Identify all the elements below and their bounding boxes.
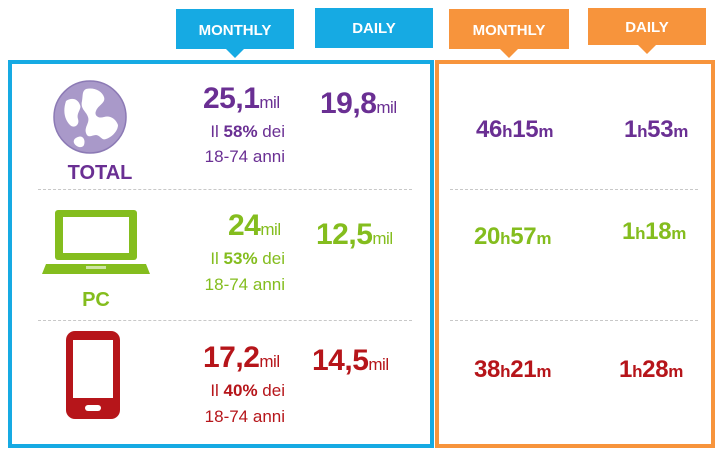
mobile-share-line: Il 40% dei xyxy=(195,380,285,402)
time-monthly-header-pointer xyxy=(500,49,518,58)
time-spent-panel xyxy=(435,60,715,448)
laptop-icon xyxy=(42,210,150,274)
total-time-monthly-minutes: 15 xyxy=(512,116,539,143)
hours-unit: h xyxy=(632,362,643,381)
reach-monthly-header-label: MONTHLY xyxy=(198,22,272,39)
total-monthly-reach-unit: mil xyxy=(259,93,280,112)
mobile-monthly-reach-value: 17,2 xyxy=(203,341,260,374)
time-row-divider-1 xyxy=(450,189,698,190)
pc-daily-reach: 12,5mil xyxy=(316,218,393,252)
pc-share-pct: 53% xyxy=(223,249,258,268)
time-daily-header: DAILY xyxy=(588,8,706,54)
pc-time-daily-minutes: 18 xyxy=(645,218,672,245)
minutes-unit: m xyxy=(536,229,552,248)
total-time-daily: 1h53m xyxy=(624,116,688,144)
total-share-prefix: Il xyxy=(210,122,224,141)
pc-time-monthly: 20h57m xyxy=(474,223,551,251)
mobile-daily-reach-value: 14,5 xyxy=(312,344,369,377)
reach-daily-header-label: DAILY xyxy=(352,20,396,37)
minutes-unit: m xyxy=(671,224,687,243)
time-daily-header-pointer xyxy=(638,45,656,54)
pc-share-range: 18-74 anni xyxy=(204,275,285,294)
pc-time-monthly-hours: 20 xyxy=(474,223,501,250)
mobile-time-monthly: 38h21m xyxy=(474,356,551,384)
mobile-daily-reach-unit: mil xyxy=(368,355,389,374)
pc-monthly-reach-value: 24 xyxy=(228,209,261,242)
mobile-share-prefix: Il xyxy=(210,381,224,400)
total-share-pct: 58% xyxy=(223,122,258,141)
reach-monthly-header: MONTHLY xyxy=(176,9,294,58)
total-share-line: Il 58% dei xyxy=(195,121,285,143)
pc-time-daily: 1h18m xyxy=(622,218,686,246)
mobile-time-monthly-hours: 38 xyxy=(474,356,501,383)
total-time-monthly: 46h15m xyxy=(476,116,553,144)
mobile-daily-reach: 14,5mil xyxy=(312,344,389,378)
pc-label: PC xyxy=(82,289,110,311)
reach-daily-header: DAILY xyxy=(315,8,433,48)
pc-share-prefix: Il xyxy=(210,249,224,268)
minutes-unit: m xyxy=(673,122,689,141)
pc-share-suffix: dei xyxy=(257,249,285,268)
total-time-daily-minutes: 53 xyxy=(647,116,674,143)
pc-monthly-reach: 24mil xyxy=(228,209,281,243)
mobile-time-daily: 1h28m xyxy=(619,356,683,384)
reach-monthly-header-pointer xyxy=(226,49,244,58)
pc-daily-reach-value: 12,5 xyxy=(316,218,373,251)
total-daily-reach: 19,8mil xyxy=(320,87,397,121)
total-monthly-reach: 25,1mil xyxy=(203,82,280,116)
time-monthly-header: MONTHLY xyxy=(449,9,569,58)
minutes-unit: m xyxy=(668,362,684,381)
mobile-share-range: 18-74 anni xyxy=(204,407,285,426)
total-monthly-reach-value: 25,1 xyxy=(203,82,260,115)
hours-unit: h xyxy=(637,122,648,141)
reach-row-divider-2 xyxy=(38,320,412,321)
hours-unit: h xyxy=(500,229,511,248)
mobile-time-daily-minutes: 28 xyxy=(642,356,669,383)
pc-time-monthly-minutes: 57 xyxy=(510,223,537,250)
reach-panel xyxy=(8,60,434,448)
mobile-time-monthly-minutes: 21 xyxy=(510,356,537,383)
minutes-unit: m xyxy=(536,362,552,381)
total-daily-reach-value: 19,8 xyxy=(320,87,377,120)
smartphone-icon xyxy=(66,331,120,419)
pc-monthly-reach-unit: mil xyxy=(260,220,281,239)
mobile-share-pct: 40% xyxy=(223,381,258,400)
mobile-time-daily-hours: 1 xyxy=(619,356,633,383)
hours-unit: h xyxy=(500,362,511,381)
globe-icon xyxy=(53,80,127,154)
minutes-unit: m xyxy=(538,122,554,141)
time-monthly-header-label: MONTHLY xyxy=(472,22,546,39)
mobile-monthly-reach: 17,2mil xyxy=(203,341,280,375)
pc-share-line: Il 53% dei xyxy=(195,248,285,270)
total-time-monthly-hours: 46 xyxy=(476,116,503,143)
mobile-monthly-reach-unit: mil xyxy=(259,352,280,371)
reach-row-divider-1 xyxy=(38,189,412,190)
hours-unit: h xyxy=(502,122,513,141)
hours-unit: h xyxy=(635,224,646,243)
total-share-suffix: dei xyxy=(257,122,285,141)
mobile-share-suffix: dei xyxy=(257,381,285,400)
time-row-divider-2 xyxy=(450,320,698,321)
pc-time-daily-hours: 1 xyxy=(622,218,636,245)
total-share-range: 18-74 anni xyxy=(204,147,285,166)
time-daily-header-label: DAILY xyxy=(625,19,669,36)
total-daily-reach-unit: mil xyxy=(376,98,397,117)
total-time-daily-hours: 1 xyxy=(624,116,638,143)
total-label: TOTAL xyxy=(67,162,133,184)
pc-daily-reach-unit: mil xyxy=(372,229,393,248)
